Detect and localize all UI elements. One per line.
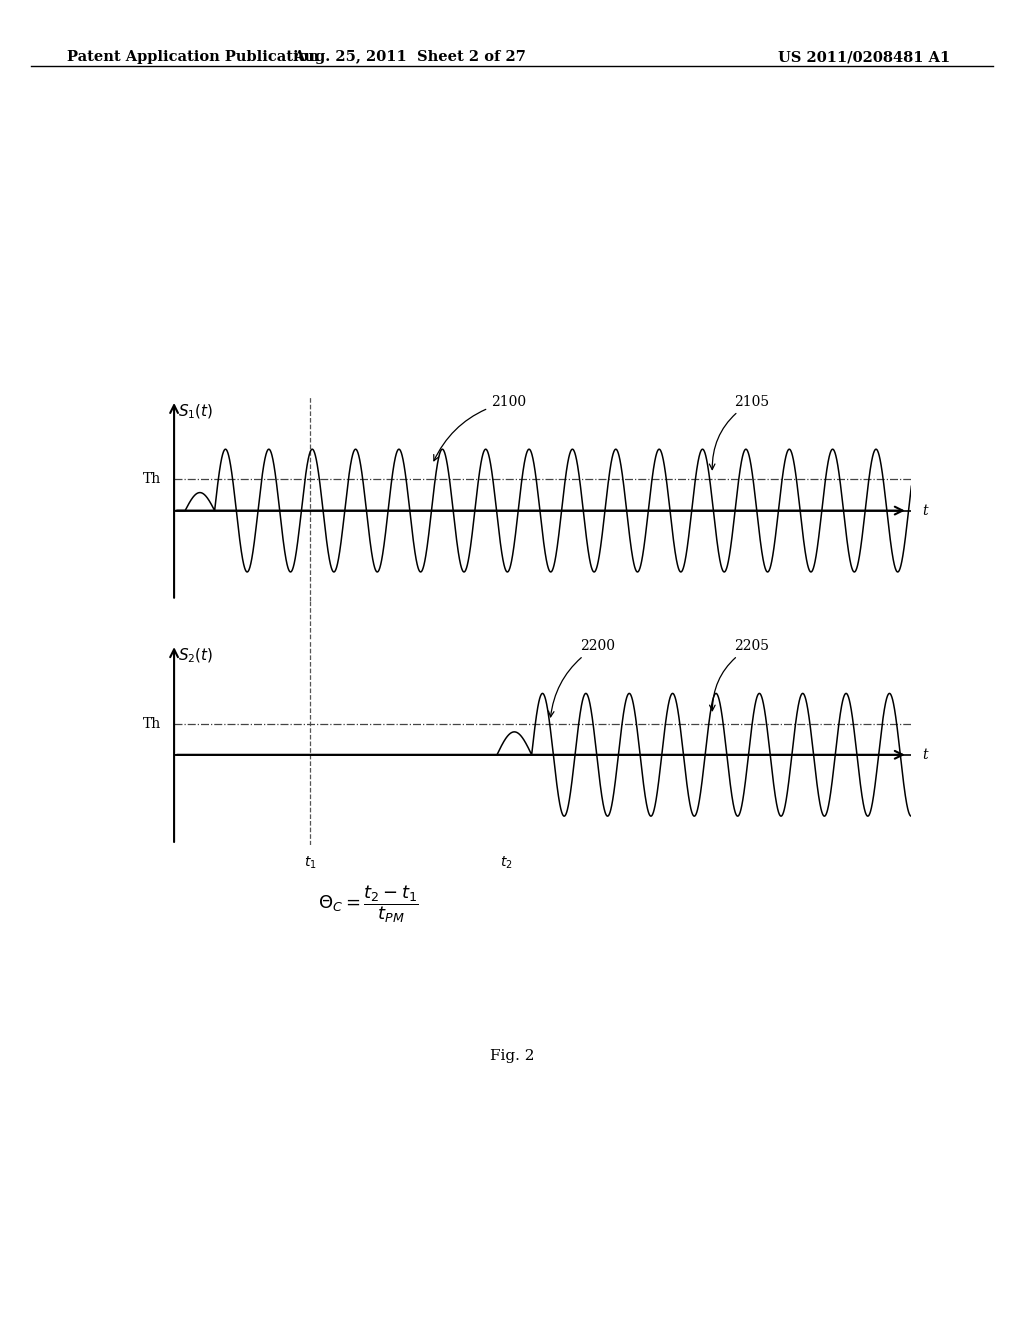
Text: US 2011/0208481 A1: US 2011/0208481 A1 — [778, 50, 950, 65]
Text: t: t — [923, 503, 928, 517]
Text: Aug. 25, 2011  Sheet 2 of 27: Aug. 25, 2011 Sheet 2 of 27 — [293, 50, 526, 65]
Text: 2205: 2205 — [710, 639, 769, 710]
Text: 2200: 2200 — [549, 639, 614, 717]
Text: 2100: 2100 — [434, 395, 526, 461]
Text: Patent Application Publication: Patent Application Publication — [67, 50, 318, 65]
Text: $\Theta_C = \dfrac{t_2 - t_1}{t_{PM}}$: $\Theta_C = \dfrac{t_2 - t_1}{t_{PM}}$ — [318, 883, 419, 925]
Text: $t_2$: $t_2$ — [500, 854, 512, 871]
Text: Th: Th — [142, 717, 161, 731]
Text: $S_1(t)$: $S_1(t)$ — [178, 403, 213, 421]
Text: $S_2(t)$: $S_2(t)$ — [178, 647, 213, 665]
Text: t: t — [923, 747, 928, 762]
Text: $t_1$: $t_1$ — [304, 854, 316, 871]
Text: 2105: 2105 — [710, 395, 770, 470]
Text: Fig. 2: Fig. 2 — [489, 1049, 535, 1063]
Text: Th: Th — [142, 473, 161, 487]
